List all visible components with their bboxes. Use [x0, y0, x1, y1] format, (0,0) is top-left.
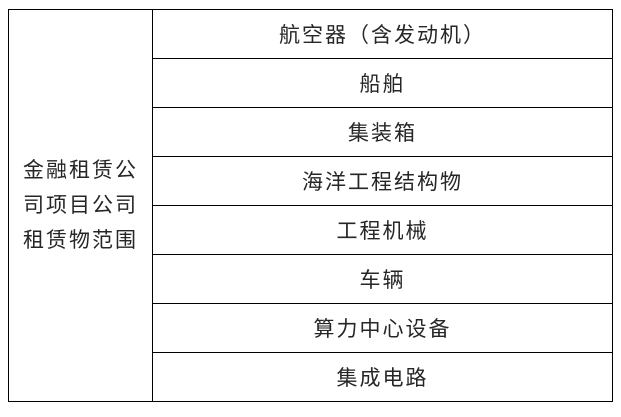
leasing-scope-table: 金融租赁公 司项目公司 租赁物范围 航空器（含发动机） 船舶 集装箱 海洋工程结…: [8, 9, 613, 402]
table-cell-vehicles: 车辆: [152, 254, 613, 304]
table-row: 金融租赁公 司项目公司 租赁物范围 航空器（含发动机）: [8, 9, 613, 402]
row-header-line-3: 租赁物范围: [23, 229, 138, 252]
table-row: 集成电路: [9, 352, 613, 402]
table-cell-aircraft: 航空器（含发动机）: [152, 9, 613, 59]
row-header-line-2: 司项目公司: [23, 194, 138, 217]
table-cell-ships: 船舶: [152, 58, 613, 108]
table-row: 算力中心设备: [9, 303, 613, 353]
table-row: 船舶: [9, 58, 613, 108]
table-cell-computing-center-equipment: 算力中心设备: [152, 303, 613, 353]
table-cell-offshore-structures: 海洋工程结构物: [152, 156, 613, 206]
table-row: 工程机械: [9, 205, 613, 255]
table-cell-integrated-circuits: 集成电路: [152, 352, 613, 402]
row-header-cell: 金融租赁公 司项目公司 租赁物范围: [8, 9, 153, 402]
table-row: 车辆: [9, 254, 613, 304]
table-cell-construction-machinery: 工程机械: [152, 205, 613, 255]
table-cell-containers: 集装箱: [152, 107, 613, 157]
table-row: 集装箱: [9, 107, 613, 157]
row-header-line-1: 金融租赁公: [23, 159, 138, 182]
